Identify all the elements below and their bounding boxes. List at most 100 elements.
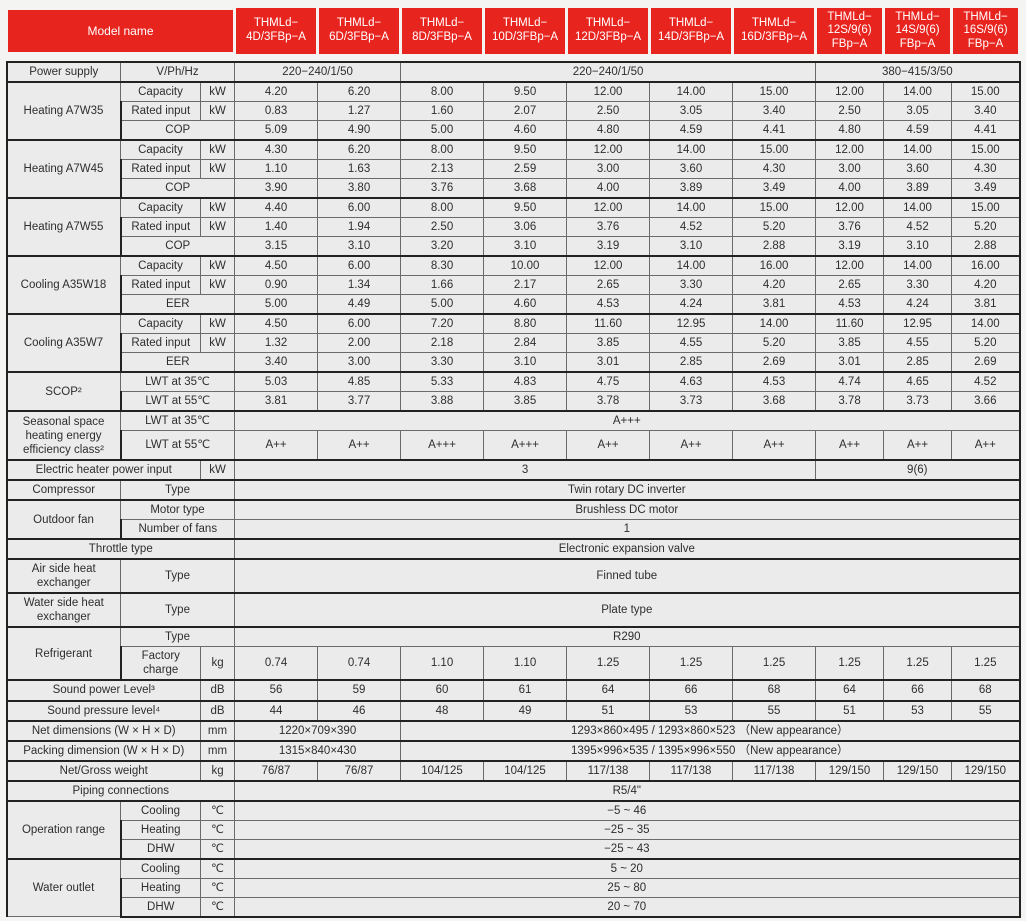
row-refrigerant-charge-cell-0: Factory charge: [119, 646, 201, 681]
model-header-2: THMLd− 6D/3FBp−A: [316, 5, 403, 57]
row-heating-a7w45-rated-input-cell-9: 3.00: [815, 159, 885, 180]
spec-table-body: Model name THMLd− 4D/3FBp−A THMLd− 6D/3FBp…: [4, 3, 1022, 918]
row-heating-a7w55-capacity-cell-7: 12.00: [566, 197, 651, 219]
row-cooling-a35w7-rated-input: Rated input kW 1.32 2.00 2.18 2.84 3.85 4.55 5.2…: [7, 333, 1021, 354]
row-cooling-a35w7-eer-cell-1: 3.40: [234, 352, 319, 373]
row-heating-a7w45-capacity-cell-1: Capacity: [120, 139, 201, 161]
row-heating-a7w35-capacity-cell-3: 4.20: [234, 81, 319, 103]
spec-table: Model name THMLd− 4D/3FBp−A THMLd− 6D/3FBp…: [4, 3, 1022, 918]
row-heating-a7w35-rated-input-cell-9: 2.50: [815, 101, 885, 122]
row-refrigerant-charge-cell-6: 1.25: [566, 646, 651, 681]
row-piping-connections-cell-1: R5/4": [234, 779, 1021, 802]
row-packing-dimension: Packing dimension (W × H × D) mm 1315×840×…: [5, 739, 1021, 762]
row-water-outlet-dhw-cell-1: ℃: [199, 896, 236, 918]
row-heating-a7w45-capacity-cell-11: 14.00: [883, 139, 953, 161]
row-heating-a7w45-cop-cell-0: COP: [119, 178, 236, 199]
row-cooling-a35w7-eer-cell-6: 2.85: [649, 352, 734, 373]
row-seasonal-class-lwt35-cell-1: LWT at 35℃: [119, 410, 236, 432]
row-water-outlet-dhw: DHW ℃ 20 ~ 70: [7, 896, 1021, 918]
row-sound-pressure-cell-11: 55: [951, 699, 1021, 722]
row-operation-cooling-cell-0: Operation range: [5, 799, 121, 860]
row-throttle-type: Throttle type Electronic expansion valve: [5, 538, 1021, 560]
row-refrigerant-type-cell-1: Type: [119, 626, 236, 648]
row-sound-pressure-cell-3: 46: [317, 699, 402, 722]
row-heating-a7w35-rated-input: Rated input kW 0.83 1.27 1.60 2.07 2.50 3.05 3.4…: [7, 101, 1021, 122]
row-heating-a7w45-rated-input-cell-0: Rated input: [119, 159, 201, 180]
row-refrigerant-charge-cell-4: 1.10: [400, 646, 485, 681]
row-power-supply-cell-2: 220−240/1/50: [234, 60, 402, 83]
row-heating-a7w55-cop-cell-7: 2.88: [732, 236, 817, 257]
model-header-3: THMLd− 8D/3FBp−A: [399, 5, 486, 57]
row-heating-a7w45-rated-input: Rated input kW 1.10 1.63 2.13 2.59 3.00 3.60 4.3…: [7, 159, 1021, 180]
row-heating-a7w35-rated-input-cell-1: kW: [199, 101, 236, 122]
row-seasonal-class-lwt55-cell-3: A+++: [400, 430, 485, 461]
row-power-supply-cell-0: Power supply: [5, 60, 121, 83]
row-heating-a7w45-rated-input-cell-3: 1.63: [317, 159, 402, 180]
row-sound-pressure-cell-10: 53: [883, 699, 953, 722]
row-water-outlet-heating: Heating ℃ 25 ~ 80: [7, 877, 1021, 898]
row-operation-dhw: DHW ℃ −25 ~ 43: [7, 838, 1021, 860]
row-packing-dimension-cell-1: mm: [199, 739, 236, 762]
row-net-dimensions-cell-2: 1220×709×390: [234, 719, 402, 742]
row-seasonal-class-lwt55-cell-0: LWT at 55℃: [119, 430, 236, 461]
row-scop-lwt55-cell-4: 3.85: [483, 391, 568, 412]
row-cooling-a35w7-eer-cell-5: 3.01: [566, 352, 651, 373]
row-refrigerant-type-cell-2: R290: [234, 626, 1021, 648]
row-heating-a7w45-cop-cell-5: 4.00: [566, 178, 651, 199]
row-heating-a7w55-rated-input-cell-11: 5.20: [951, 217, 1021, 238]
row-scop-lwt35-cell-2: 5.03: [234, 371, 319, 393]
row-heating-a7w55-capacity-cell-11: 14.00: [883, 197, 953, 219]
row-refrigerant-type: Refrigerant Type R290: [5, 626, 1021, 681]
row-refrigerant-charge: Factory charge kg 0.74 0.74 1.10 1.10 1.25 1.25…: [7, 646, 1021, 681]
row-cooling-a35w18-capacity-cell-5: 8.30: [400, 255, 485, 277]
row-packing-dimension-cell-0: Packing dimension (W × H × D): [5, 739, 201, 762]
row-cooling-a35w7-capacity-cell-1: Capacity: [120, 313, 201, 335]
row-scop-lwt55-cell-10: 3.66: [951, 391, 1021, 412]
row-sound-power-cell-11: 68: [951, 679, 1021, 702]
row-operation-heating: Heating ℃ −25 ~ 35: [7, 819, 1021, 840]
row-heating-a7w45-rated-input-cell-7: 3.60: [649, 159, 734, 180]
row-cooling-a35w18-rated-input-cell-6: 2.65: [566, 275, 651, 296]
row-weight-cell-11: 129/150: [951, 759, 1021, 782]
row-cooling-a35w7-eer-cell-4: 3.10: [483, 352, 568, 373]
row-water-outlet-heating-cell-1: ℃: [199, 877, 236, 898]
row-heating-a7w45-rated-input-cell-8: 4.30: [732, 159, 817, 180]
row-water-outlet-dhw-cell-2: 20 ~ 70: [234, 896, 1021, 918]
row-heating-a7w45-capacity-cell-5: 8.00: [400, 139, 485, 161]
row-sound-power-cell-8: 68: [732, 679, 817, 702]
row-cooling-a35w7-rated-input-cell-4: 2.18: [400, 333, 485, 354]
row-scop-lwt35-cell-5: 4.83: [483, 371, 568, 393]
row-cooling-a35w18-capacity-cell-6: 10.00: [483, 255, 568, 277]
row-heating-a7w55-cop-cell-9: 3.10: [883, 236, 953, 257]
row-heating-a7w55-rated-input-cell-0: Rated input: [119, 217, 201, 238]
row-refrigerant-charge-cell-11: 1.25: [951, 646, 1021, 681]
row-heating-a7w45-capacity-cell-0: Heating A7W45: [5, 139, 121, 199]
row-heating-a7w55-cop-cell-8: 3.19: [815, 236, 885, 257]
row-cooling-a35w18-rated-input-cell-8: 4.20: [732, 275, 817, 296]
row-cooling-a35w7-eer-cell-7: 2.69: [732, 352, 817, 373]
row-heating-a7w45-capacity-cell-3: 4.30: [234, 139, 319, 161]
row-seasonal-class-lwt35-cell-2: A+++: [234, 410, 1021, 432]
row-heating-a7w45-capacity-cell-9: 15.00: [732, 139, 817, 161]
row-cooling-a35w7-capacity-cell-2: kW: [199, 313, 236, 335]
row-cooling-a35w7-capacity-cell-5: 7.20: [400, 313, 485, 335]
row-heating-a7w35-capacity-cell-12: 15.00: [951, 81, 1021, 103]
model-header-7: THMLd− 16D/3FBp−A: [731, 5, 818, 57]
header-spacer-row: [6, 55, 1020, 62]
row-electric-heater-cell-3: 9(6): [815, 459, 1021, 481]
row-heating-a7w45-cop: COP 3.90 3.80 3.76 3.68 4.00 3.89 3.49 4.00 3.89 3…: [7, 178, 1021, 199]
row-scop-lwt55-cell-1: 3.81: [234, 391, 319, 412]
row-cooling-a35w18-rated-input-cell-10: 3.30: [883, 275, 953, 296]
row-cooling-a35w7-eer-cell-8: 3.01: [815, 352, 885, 373]
row-cooling-a35w7-rated-input-cell-6: 3.85: [566, 333, 651, 354]
row-cooling-a35w7-rated-input-cell-9: 3.85: [815, 333, 885, 354]
row-air-side-hx-cell-0: Air side heat exchanger: [5, 558, 121, 594]
row-scop-lwt55-cell-3: 3.88: [400, 391, 485, 412]
row-cooling-a35w7-rated-input-cell-11: 5.20: [951, 333, 1021, 354]
row-heating-a7w35-cop-cell-6: 4.59: [649, 120, 734, 141]
row-power-supply-cell-3: 220−240/1/50: [400, 60, 817, 83]
row-seasonal-class-lwt55-cell-4: A+++: [483, 430, 568, 461]
row-scop-lwt35-cell-1: LWT at 35℃: [119, 371, 236, 393]
model-header-6: THMLd− 14D/3FBp−A: [648, 5, 735, 57]
row-sound-power-cell-7: 66: [649, 679, 734, 702]
